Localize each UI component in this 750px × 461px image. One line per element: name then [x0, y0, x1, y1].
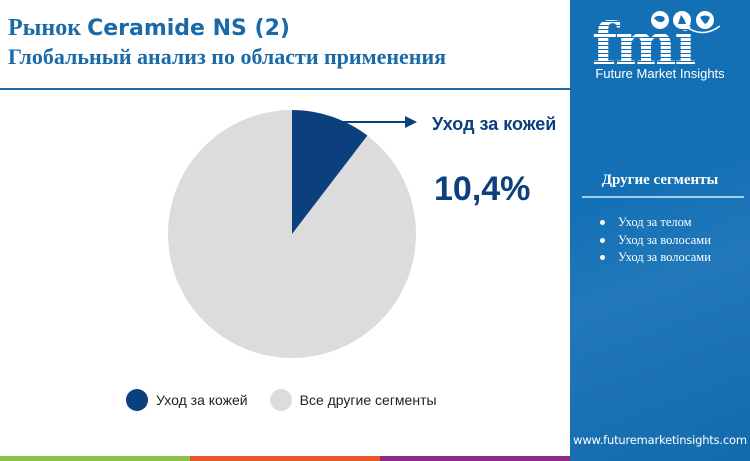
callout-value: 10,4% — [434, 170, 531, 208]
segment-item: Уход за волосами — [598, 232, 711, 250]
page-title: Рынок Ceramide NS (2) — [8, 14, 568, 43]
other-segments-list: Уход за телом Уход за волосами Уход за в… — [598, 214, 711, 267]
legend-label-other: Все другие сегменты — [299, 392, 437, 408]
legend-swatch-other — [269, 389, 292, 411]
strip-orange — [190, 456, 380, 461]
title-divider — [0, 88, 570, 90]
page-subtitle: Глобальный анализ по области применения — [8, 44, 447, 69]
sidebar-panel: fmi Future Market Insights Другие сегмен… — [570, 0, 750, 461]
chart-legend: Уход за кожей Все другие сегменты — [126, 389, 459, 411]
segment-label: Уход за волосами — [618, 250, 711, 264]
segment-item: Уход за телом — [598, 214, 711, 232]
segment-label: Уход за волосами — [618, 232, 711, 247]
website-link[interactable]: www.futuremarketinsights.com — [573, 433, 747, 447]
fmi-logo: fmi — [592, 10, 721, 78]
segment-item: Уход за волосами — [598, 249, 711, 267]
legend-item-skincare: Уход за кожей — [126, 389, 248, 411]
title-block: Рынок Ceramide NS (2) Глобальный анализ … — [8, 14, 568, 71]
bullet-icon — [600, 237, 605, 243]
strip-green — [0, 456, 190, 461]
pie-slice-skincare — [292, 110, 368, 234]
callout-arrow-head-icon — [405, 116, 417, 128]
callout-label: Уход за кожей — [432, 114, 557, 134]
segment-label: Уход за телом — [618, 215, 692, 229]
legend-label-skincare: Уход за кожей — [156, 392, 248, 408]
legend-item-other: Все другие сегменты — [269, 389, 437, 411]
segments-divider — [582, 196, 744, 198]
legend-swatch-skincare — [126, 389, 148, 411]
panel-texture — [570, 0, 750, 461]
bottom-color-strip — [0, 456, 570, 461]
bullet-icon — [600, 220, 605, 225]
bullet-icon — [600, 255, 605, 260]
pie-chart — [168, 110, 417, 358]
strip-purple — [380, 456, 570, 461]
logo-subtitle: Future Market Insights — [595, 66, 725, 81]
title-prefix: Рынок — [8, 15, 88, 41]
title-brand: Ceramide NS (2) — [87, 16, 290, 41]
other-segments-heading: Другие сегменты — [601, 172, 719, 188]
